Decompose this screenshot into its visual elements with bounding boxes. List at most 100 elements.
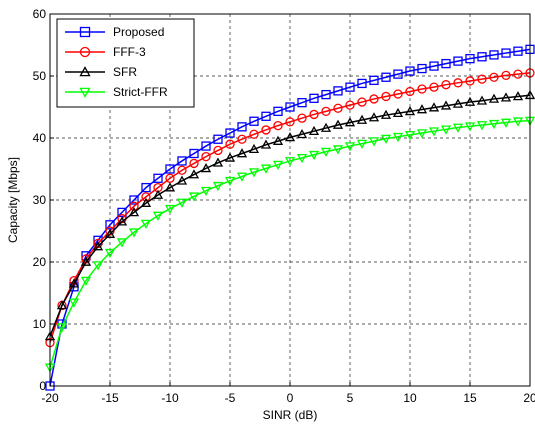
- y-tick-label: 40: [33, 131, 47, 145]
- data-point: [152, 211, 164, 221]
- data-point: [225, 128, 235, 138]
- data-point: [320, 122, 332, 132]
- data-point: [141, 192, 151, 202]
- data-point: [177, 165, 187, 175]
- data-point: [393, 69, 403, 79]
- data-point: [188, 192, 200, 202]
- y-tick-label: 60: [33, 7, 47, 21]
- data-point: [213, 145, 223, 156]
- data-point: [429, 61, 439, 71]
- series-group: [44, 44, 535, 391]
- data-point: [465, 76, 475, 86]
- data-point: [441, 58, 451, 69]
- data-point: [369, 75, 379, 85]
- data-point: [200, 186, 212, 197]
- data-point: [177, 156, 187, 166]
- data-point: [248, 168, 260, 178]
- data-point: [344, 142, 356, 152]
- data-point: [260, 164, 272, 174]
- data-point: [237, 122, 247, 132]
- data-point: [200, 163, 212, 173]
- data-point: [512, 91, 524, 101]
- data-point: [488, 93, 500, 103]
- data-point: [248, 143, 260, 154]
- data-point: [428, 127, 440, 137]
- data-point: [489, 72, 499, 82]
- data-point: [129, 201, 139, 211]
- data-point: [381, 91, 391, 102]
- data-point: [237, 134, 247, 144]
- data-point: [333, 86, 343, 96]
- data-point: [392, 107, 404, 118]
- legend-marker: [79, 66, 91, 77]
- data-point: [285, 102, 295, 112]
- data-point: [500, 92, 512, 102]
- data-point: [440, 100, 452, 110]
- data-point: [452, 98, 464, 108]
- data-point: [225, 139, 235, 149]
- series-strict-ffr: [44, 116, 535, 373]
- legend: Proposed FFF-3 SFR Strict-FFR: [56, 18, 195, 108]
- data-point: [261, 111, 271, 121]
- y-tick-label: 10: [33, 317, 47, 331]
- data-point: [368, 137, 380, 147]
- data-point: [381, 72, 391, 82]
- data-point: [273, 106, 283, 116]
- data-point: [320, 147, 332, 157]
- data-point: [189, 148, 199, 159]
- data-point: [68, 298, 80, 308]
- data-point: [309, 93, 319, 103]
- data-point: [92, 261, 104, 271]
- series-sfr: [44, 89, 535, 341]
- data-point: [236, 148, 248, 158]
- data-point: [404, 131, 416, 141]
- y-tick-label: 0: [39, 379, 46, 393]
- data-point: [261, 125, 271, 135]
- data-point: [284, 132, 296, 142]
- data-point: [453, 78, 463, 88]
- data-point: [321, 89, 331, 100]
- legend-marker: [79, 26, 91, 38]
- data-point: [308, 150, 320, 161]
- data-point: [380, 109, 392, 119]
- data-point: [393, 89, 403, 99]
- data-point: [332, 145, 344, 155]
- series-line: [49, 119, 531, 368]
- data-point: [417, 84, 427, 94]
- data-point: [464, 96, 476, 106]
- data-point: [80, 276, 92, 286]
- data-point: [416, 129, 428, 139]
- data-point: [201, 151, 211, 162]
- data-point: [296, 153, 308, 164]
- x-tick-label: -5: [225, 391, 236, 405]
- data-point: [249, 129, 259, 139]
- data-point: [417, 63, 427, 74]
- data-point: [452, 123, 464, 133]
- data-point: [213, 134, 223, 144]
- data-point: [260, 139, 272, 149]
- data-point: [201, 141, 211, 151]
- data-point: [429, 82, 439, 92]
- data-point: [513, 69, 523, 79]
- legend-marker: [79, 87, 91, 98]
- x-tick-label: -15: [101, 391, 119, 405]
- data-point: [116, 238, 128, 248]
- data-point: [273, 120, 283, 131]
- y-axis-label: Capacity [Mbps]: [6, 157, 20, 243]
- data-point: [296, 128, 308, 139]
- series-fff-3: [45, 68, 535, 348]
- x-tick-label: 15: [463, 391, 477, 405]
- data-point: [441, 80, 451, 90]
- data-point: [56, 323, 68, 333]
- legend-label: Proposed: [113, 25, 164, 39]
- data-point: [392, 132, 404, 143]
- data-point: [332, 119, 344, 129]
- data-point: [345, 100, 355, 110]
- data-point: [104, 228, 116, 238]
- data-point: [309, 109, 319, 120]
- data-point: [188, 169, 200, 179]
- data-point: [428, 102, 440, 112]
- x-tick-label: -10: [161, 391, 179, 405]
- data-point: [224, 152, 236, 162]
- data-point: [128, 207, 140, 217]
